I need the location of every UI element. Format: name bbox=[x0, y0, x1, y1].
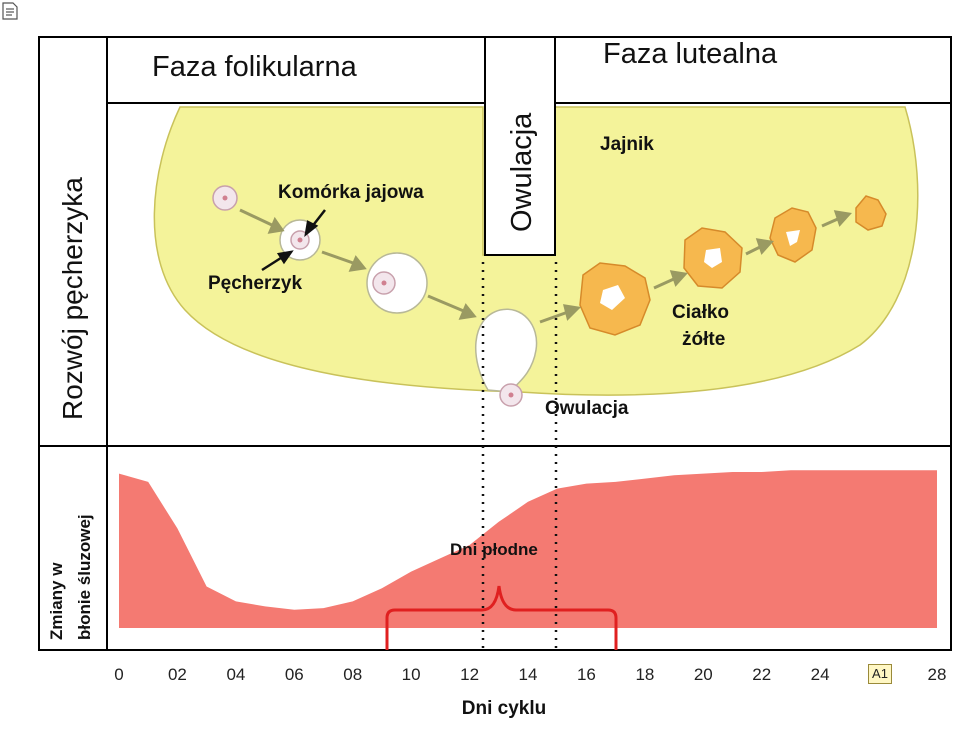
label-corpus-luteum-line2: żółte bbox=[682, 329, 725, 350]
phase-follicular-label: Faza folikularna bbox=[152, 51, 358, 83]
x-tick-label: 20 bbox=[694, 665, 713, 684]
x-axis-title: Dni cyklu bbox=[462, 698, 546, 719]
x-tick-label: 04 bbox=[226, 665, 245, 684]
fertile-days-label: Dni płodne bbox=[450, 540, 538, 559]
secondary-follicle bbox=[366, 252, 428, 314]
x-tick-label: 10 bbox=[402, 665, 421, 684]
corpus-luteum-stages bbox=[579, 195, 887, 336]
x-tick-label: 02 bbox=[168, 665, 187, 684]
x-tick-label: 28 bbox=[928, 665, 947, 684]
phase-luteal-label: Faza lutealna bbox=[603, 38, 778, 70]
row-label-mucosa-line2: błonie śluzowej bbox=[75, 514, 94, 640]
x-tick-label: 18 bbox=[635, 665, 654, 684]
follicle-stages bbox=[212, 185, 538, 407]
progression-arrows bbox=[239, 208, 852, 324]
ruptured-follicle bbox=[474, 308, 538, 393]
annotation-tag[interactable]: A1 bbox=[868, 664, 892, 684]
x-tick-label: 24 bbox=[811, 665, 830, 684]
x-tick-label: 0 bbox=[114, 665, 123, 684]
ovulation-header-box bbox=[484, 36, 556, 256]
row-label-mucosa-line1: Zmiany w bbox=[47, 562, 66, 640]
document-icon[interactable] bbox=[2, 2, 18, 20]
label-corpus-luteum-line1: Ciałko bbox=[672, 302, 729, 323]
row-label-follicle-development: Rozwój pęcherzyka bbox=[57, 177, 88, 420]
x-tick-label: 06 bbox=[285, 665, 304, 684]
x-tick-label: 12 bbox=[460, 665, 479, 684]
x-tick-label: 22 bbox=[752, 665, 771, 684]
label-egg-cell: Komórka jajowa bbox=[278, 182, 424, 203]
fertile-days-bracket bbox=[385, 585, 618, 650]
x-axis-ticks: 00204060810121416182022242628 bbox=[114, 665, 946, 684]
pointer-arrows bbox=[261, 209, 326, 272]
x-tick-label: 08 bbox=[343, 665, 362, 684]
ovary-shape bbox=[153, 106, 919, 396]
label-ovulation: Owulacja bbox=[545, 398, 629, 419]
corpus-luteum-4 bbox=[855, 195, 887, 231]
mucosa-area-series bbox=[119, 470, 937, 628]
mucosa-chart bbox=[119, 470, 937, 628]
label-follicle: Pęcherzyk bbox=[208, 273, 302, 294]
phase-ovulation-label: Owulacja bbox=[506, 112, 538, 232]
x-tick-label: 16 bbox=[577, 665, 596, 684]
label-ovary: Jajnik bbox=[600, 134, 654, 155]
x-tick-label: 14 bbox=[519, 665, 538, 684]
